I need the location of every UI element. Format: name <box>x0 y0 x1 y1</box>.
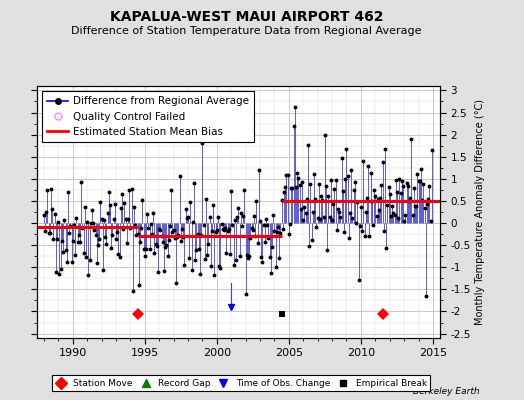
Legend: Difference from Regional Average, Quality Control Failed, Estimated Station Mean: Difference from Regional Average, Qualit… <box>42 91 254 142</box>
Y-axis label: Monthly Temperature Anomaly Difference (°C): Monthly Temperature Anomaly Difference (… <box>475 99 485 325</box>
Text: KAPALUA-WEST MAUI AIRPORT 462: KAPALUA-WEST MAUI AIRPORT 462 <box>110 10 383 24</box>
Text: Berkeley Earth: Berkeley Earth <box>413 387 479 396</box>
Legend: Station Move, Record Gap, Time of Obs. Change, Empirical Break: Station Move, Record Gap, Time of Obs. C… <box>52 375 430 392</box>
Text: Difference of Station Temperature Data from Regional Average: Difference of Station Temperature Data f… <box>71 26 421 36</box>
